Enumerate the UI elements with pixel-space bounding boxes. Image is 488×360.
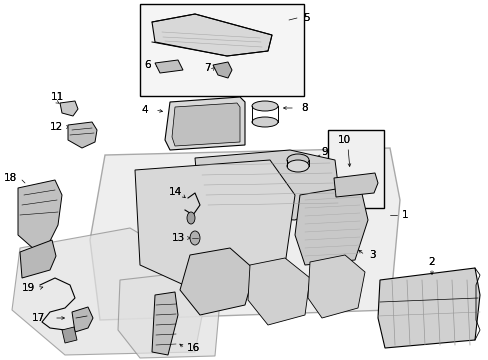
Polygon shape [213,62,231,78]
Text: 17: 17 [31,313,44,323]
Polygon shape [180,248,254,315]
Polygon shape [152,14,271,56]
Text: 14: 14 [168,187,181,197]
Ellipse shape [186,212,195,224]
Text: 6: 6 [144,60,151,70]
Text: 10: 10 [337,135,350,145]
Text: 13: 13 [171,233,184,243]
Polygon shape [172,103,240,146]
Text: 11: 11 [50,92,63,102]
Polygon shape [135,160,294,290]
Text: 12: 12 [49,122,62,132]
Polygon shape [195,150,339,220]
Text: 2: 2 [428,257,434,267]
Text: 5: 5 [302,13,309,23]
Text: 8: 8 [301,103,307,113]
Text: 2: 2 [428,257,434,267]
Polygon shape [333,173,377,197]
Text: 12: 12 [49,122,62,132]
Text: 8: 8 [301,103,307,113]
Text: 9: 9 [321,147,327,157]
Polygon shape [118,272,220,358]
Ellipse shape [251,117,278,127]
Text: 18: 18 [3,173,17,183]
Polygon shape [60,101,78,116]
Text: 9: 9 [321,147,327,157]
Polygon shape [62,327,77,343]
Text: 5: 5 [302,13,309,23]
Polygon shape [377,268,479,348]
Polygon shape [152,292,178,355]
Polygon shape [155,60,183,73]
Ellipse shape [286,160,308,172]
Text: 19: 19 [21,283,35,293]
Text: 3: 3 [368,250,375,260]
Text: 6: 6 [144,60,151,70]
Text: 7: 7 [203,63,210,73]
Text: 14: 14 [168,187,181,197]
Text: 10: 10 [337,135,350,145]
Text: 4: 4 [142,105,148,115]
Polygon shape [90,148,399,320]
Text: 1: 1 [401,210,407,220]
Polygon shape [307,255,364,318]
Ellipse shape [190,231,200,245]
Text: 16: 16 [186,343,199,353]
Text: 4: 4 [142,105,148,115]
Text: 15: 15 [198,300,211,310]
Polygon shape [12,228,209,355]
Polygon shape [18,180,62,250]
Polygon shape [164,97,244,150]
Text: 17: 17 [31,313,44,323]
Text: 7: 7 [203,63,210,73]
Text: 16: 16 [186,343,199,353]
Text: 15: 15 [198,300,211,310]
Text: 13: 13 [171,233,184,243]
Ellipse shape [251,101,278,111]
Ellipse shape [286,154,308,166]
Text: 3: 3 [368,250,375,260]
Polygon shape [20,240,56,278]
Bar [140,4,304,96]
Text: 11: 11 [50,92,63,102]
Bar [327,130,383,208]
Text: 18: 18 [3,173,17,183]
Polygon shape [72,307,93,332]
Polygon shape [68,122,97,148]
Text: 1: 1 [401,210,407,220]
Polygon shape [247,258,309,325]
Polygon shape [294,185,367,265]
Text: 19: 19 [21,283,35,293]
